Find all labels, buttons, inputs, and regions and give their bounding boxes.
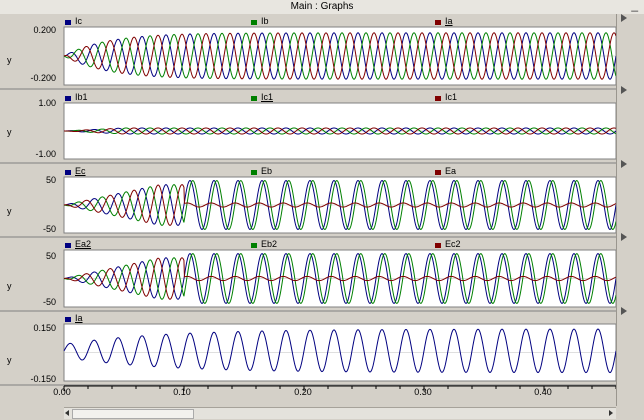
legend-swatch-icon (435, 170, 441, 175)
legend-item[interactable]: Ic1 (248, 92, 432, 103)
legend-item[interactable]: Ea2 (62, 239, 248, 250)
legend-swatch-icon (65, 317, 71, 322)
legend-swatch-icon (251, 170, 257, 175)
legend-item[interactable]: Eb2 (248, 239, 432, 250)
series-line-ic1 (63, 127, 617, 135)
scrollbar-thumb[interactable] (72, 409, 194, 419)
right-sidebar (616, 14, 644, 406)
legend-item[interactable]: Ia (432, 16, 616, 27)
x-tick-label: 0.40 (534, 387, 552, 397)
scroll-right-icon[interactable] (609, 410, 613, 416)
legend-item[interactable]: Ea (432, 166, 616, 177)
legend-label: Ic1 (445, 92, 458, 102)
y-axis-label: y (7, 55, 12, 65)
y-axis-label: y (7, 355, 12, 365)
legend-swatch-icon (435, 96, 441, 101)
legend-label: Ia (75, 313, 83, 323)
y-axis-label: y (7, 206, 12, 216)
y-tick-label: -0.150 (30, 374, 56, 384)
legend-label: Eb2 (261, 239, 278, 249)
y-tick-label: 50 (45, 175, 56, 185)
series-line-ib1 (64, 127, 617, 135)
series-line-ic1 (63, 127, 617, 135)
legend-item[interactable]: Ec2 (432, 239, 616, 250)
panel-arrow-icon[interactable] (621, 160, 627, 168)
y-tick-label: -50 (42, 224, 56, 234)
legend-swatch-icon (435, 20, 441, 25)
legend-label: Eb (261, 166, 273, 176)
y-tick-label: 50 (45, 251, 56, 261)
legend-item[interactable]: Ic1 (432, 92, 616, 103)
legend-item[interactable]: Eb (248, 166, 432, 177)
x-tick-label: 0.30 (414, 387, 432, 397)
y-tick-label: -1.00 (35, 149, 56, 159)
horizontal-scrollbar[interactable] (64, 407, 616, 419)
legend-label: Ia (445, 16, 453, 26)
legend-item[interactable]: Ib1 (62, 92, 248, 103)
legend-item[interactable]: Ib (248, 16, 432, 27)
legend-label: Ic1 (261, 92, 274, 102)
y-tick-label: -50 (42, 297, 56, 307)
series-line-ea (63, 184, 617, 226)
x-tick-label: 0.20 (294, 387, 312, 397)
legend-label: Ib1 (75, 92, 88, 102)
y-tick-label: 0.150 (33, 323, 56, 333)
y-axis-label: y (7, 281, 12, 291)
series-line-ia (63, 328, 617, 374)
legend-label: Ic (75, 16, 83, 26)
y-tick-label: 0.200 (33, 25, 56, 35)
series-line-ia (63, 32, 617, 80)
y-tick-label: 1.00 (38, 98, 56, 108)
series-line-ec2 (63, 257, 617, 300)
series-line-eb (63, 180, 617, 230)
series-line-ea2 (63, 253, 617, 304)
window-title: Main : Graphs (290, 1, 354, 12)
series-line-ic (63, 32, 617, 80)
legend-item[interactable]: Ia (62, 313, 248, 324)
panel-arrow-icon[interactable] (621, 233, 627, 241)
series-line-ec (63, 180, 617, 230)
series-line-ib (63, 32, 617, 80)
legend-swatch-icon (65, 20, 71, 25)
legend-swatch-icon (65, 96, 71, 101)
panel-arrow-icon[interactable] (621, 14, 627, 22)
series-line-eb2 (63, 253, 617, 304)
legend-label: Ea (445, 166, 457, 176)
legend-swatch-icon (65, 243, 71, 248)
scroll-left-icon[interactable] (65, 410, 69, 416)
legend-label: Ea2 (75, 239, 92, 249)
legend-swatch-icon (435, 243, 441, 248)
legend-swatch-icon (65, 170, 71, 175)
legend-label: Ec (75, 166, 86, 176)
x-tick-label: 0.10 (173, 387, 191, 397)
y-tick-label: -0.200 (30, 73, 56, 83)
legend-item[interactable]: Ec (62, 166, 248, 177)
legend-label: Ec2 (445, 239, 461, 249)
legend-swatch-icon (251, 20, 257, 25)
x-tick-label: 0.00 (53, 387, 71, 397)
legend-swatch-icon (251, 243, 257, 248)
y-axis-label: y (7, 127, 12, 137)
legend-item[interactable]: Ic (62, 16, 248, 27)
minimize-icon[interactable]: _ (631, 0, 638, 12)
panel-arrow-icon[interactable] (621, 307, 627, 315)
legend-swatch-icon (251, 96, 257, 101)
legend-label: Ib (261, 16, 269, 26)
panel-arrow-icon[interactable] (621, 86, 627, 94)
